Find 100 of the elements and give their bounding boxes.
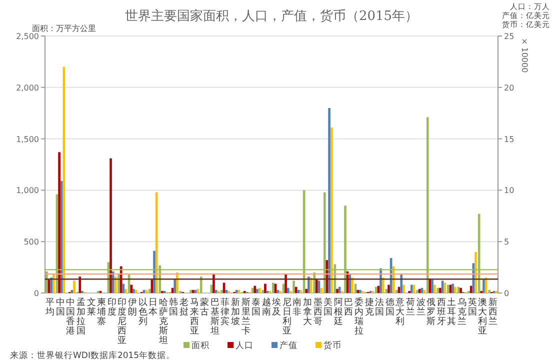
x-tick-label: 巴基斯坦 <box>209 298 220 336</box>
y-tick-label: 2,000 <box>16 83 39 92</box>
x-tick-label: 南非 <box>292 297 302 318</box>
y-axis-title: 面积：万平方公里 <box>32 24 96 33</box>
chart-title: 世界主要国家面积，人口，产值，货币（2015年） <box>124 8 418 24</box>
y2-tick-label: 5 <box>504 238 510 247</box>
x-tick-label: 土耳其 <box>447 297 456 327</box>
source-note: 来源：世界银行WDI数据库2015年数据。 <box>10 350 176 361</box>
x-tick-label: 菲律宾 <box>220 297 230 327</box>
legend-label: 面积 <box>192 341 210 351</box>
x-tick-label: 委内瑞拉 <box>354 297 364 336</box>
y-tick-label: 1,500 <box>16 134 39 144</box>
x-tick-label: 德国 <box>385 297 394 318</box>
x-tick-label: 新西兰 <box>488 297 498 327</box>
x-tick-label: 乌克兰 <box>457 297 466 327</box>
bar <box>488 290 491 293</box>
bar <box>470 286 472 293</box>
bar <box>235 290 238 293</box>
x-tick-label: 中国 <box>56 297 65 318</box>
x-tick-label: 印度 <box>107 297 116 318</box>
x-tick-label: 俄罗斯 <box>426 297 436 327</box>
bar <box>196 288 199 293</box>
bar <box>300 290 302 293</box>
bar <box>78 276 82 293</box>
legend-label: 货币 <box>324 340 342 351</box>
x-tick-label: 孟加拉国 <box>76 297 86 336</box>
x-tick-label: 新加坡 <box>230 297 240 327</box>
bar <box>200 276 202 293</box>
y2-tick-label: 20 <box>504 83 514 92</box>
x-tick-label: 日本 <box>148 298 158 318</box>
bar <box>330 127 333 293</box>
bar <box>402 284 405 293</box>
x-tick-label: 越南 <box>262 297 271 318</box>
bar <box>452 284 454 293</box>
bar <box>410 284 413 293</box>
x-tick-label: 加拿大 <box>303 297 312 327</box>
x-tick-label: 文莱 <box>86 297 96 318</box>
x-tick-label: 尼日利亚 <box>282 297 292 336</box>
bar <box>225 290 228 293</box>
bar <box>336 288 338 293</box>
x-tick-label: 捷克 <box>364 297 374 318</box>
y2-axis-title: × 10000 <box>520 38 529 73</box>
y2-tick-label: 10 <box>504 186 514 196</box>
x-tick-label: 阿根廷 <box>332 298 343 327</box>
x-tick-label: 墨西哥 <box>313 297 322 327</box>
bar <box>110 158 112 293</box>
bar <box>328 108 330 293</box>
x-tick-label: 意大利 <box>394 297 405 327</box>
y-tick-label: 1,000 <box>16 186 39 196</box>
x-tick-label: 伊朗 <box>128 297 138 318</box>
x-tick-label: 中国香港 <box>66 297 76 336</box>
bar <box>153 250 156 293</box>
legend-label: 人口 <box>236 340 254 351</box>
bar <box>122 284 125 293</box>
bar <box>60 180 63 293</box>
legend-label: 产值 <box>280 340 298 351</box>
bar <box>297 290 300 293</box>
x-tick-label: 荷兰 <box>406 297 415 318</box>
x-tick-label: 法国 <box>375 297 384 318</box>
bar <box>482 280 485 293</box>
y2-tick-label: 25 <box>504 32 514 41</box>
x-tick-label: 印度尼西亚 <box>118 297 127 346</box>
bar <box>276 290 279 293</box>
x-tick-label: 澳大利亚 <box>478 297 488 336</box>
y-tick-label: 0 <box>34 289 39 298</box>
y2-tick-label: 15 <box>504 134 514 144</box>
x-tick-label: 韩国 <box>169 297 178 318</box>
bar <box>400 274 403 293</box>
bar <box>423 290 426 293</box>
bar <box>50 278 52 293</box>
x-tick-label: 老挝 <box>179 297 188 318</box>
bar <box>124 288 127 293</box>
x-tick-label: 平均 <box>44 298 55 318</box>
x-tick-label: 哈萨克斯坦 <box>158 297 168 346</box>
bar <box>176 272 178 293</box>
x-tick-label: 巴西 <box>344 298 354 318</box>
x-tick-label: 斯里兰卡 <box>241 297 250 336</box>
bar <box>174 278 176 293</box>
x-tick-label: 英国 <box>468 297 477 318</box>
bar <box>320 288 322 293</box>
bar <box>359 290 362 293</box>
bar <box>305 288 308 293</box>
x-tick-label: 波兰 <box>416 297 426 318</box>
bar <box>286 288 290 293</box>
bar <box>256 288 258 293</box>
x-tick-label: 埃及 <box>271 297 282 318</box>
bar <box>70 290 74 293</box>
x-tick-label: 泰国 <box>252 297 261 318</box>
bar <box>264 284 266 293</box>
x-tick-label: 以色列 <box>138 297 148 327</box>
x-tick-label: 美国 <box>324 297 333 318</box>
x-tick-label: 马来西亚 <box>190 298 199 336</box>
y-tick-label: 2,500 <box>16 32 39 41</box>
x-tick-label: 蒙古 <box>200 297 210 318</box>
y-tick-label: 500 <box>24 238 39 247</box>
bar <box>132 288 135 293</box>
y2-tick-label: 0 <box>504 289 510 298</box>
x-tick-label: 西班牙 <box>436 298 446 327</box>
x-tick-label: 柬埔寨 <box>96 297 106 327</box>
bar <box>73 280 76 293</box>
